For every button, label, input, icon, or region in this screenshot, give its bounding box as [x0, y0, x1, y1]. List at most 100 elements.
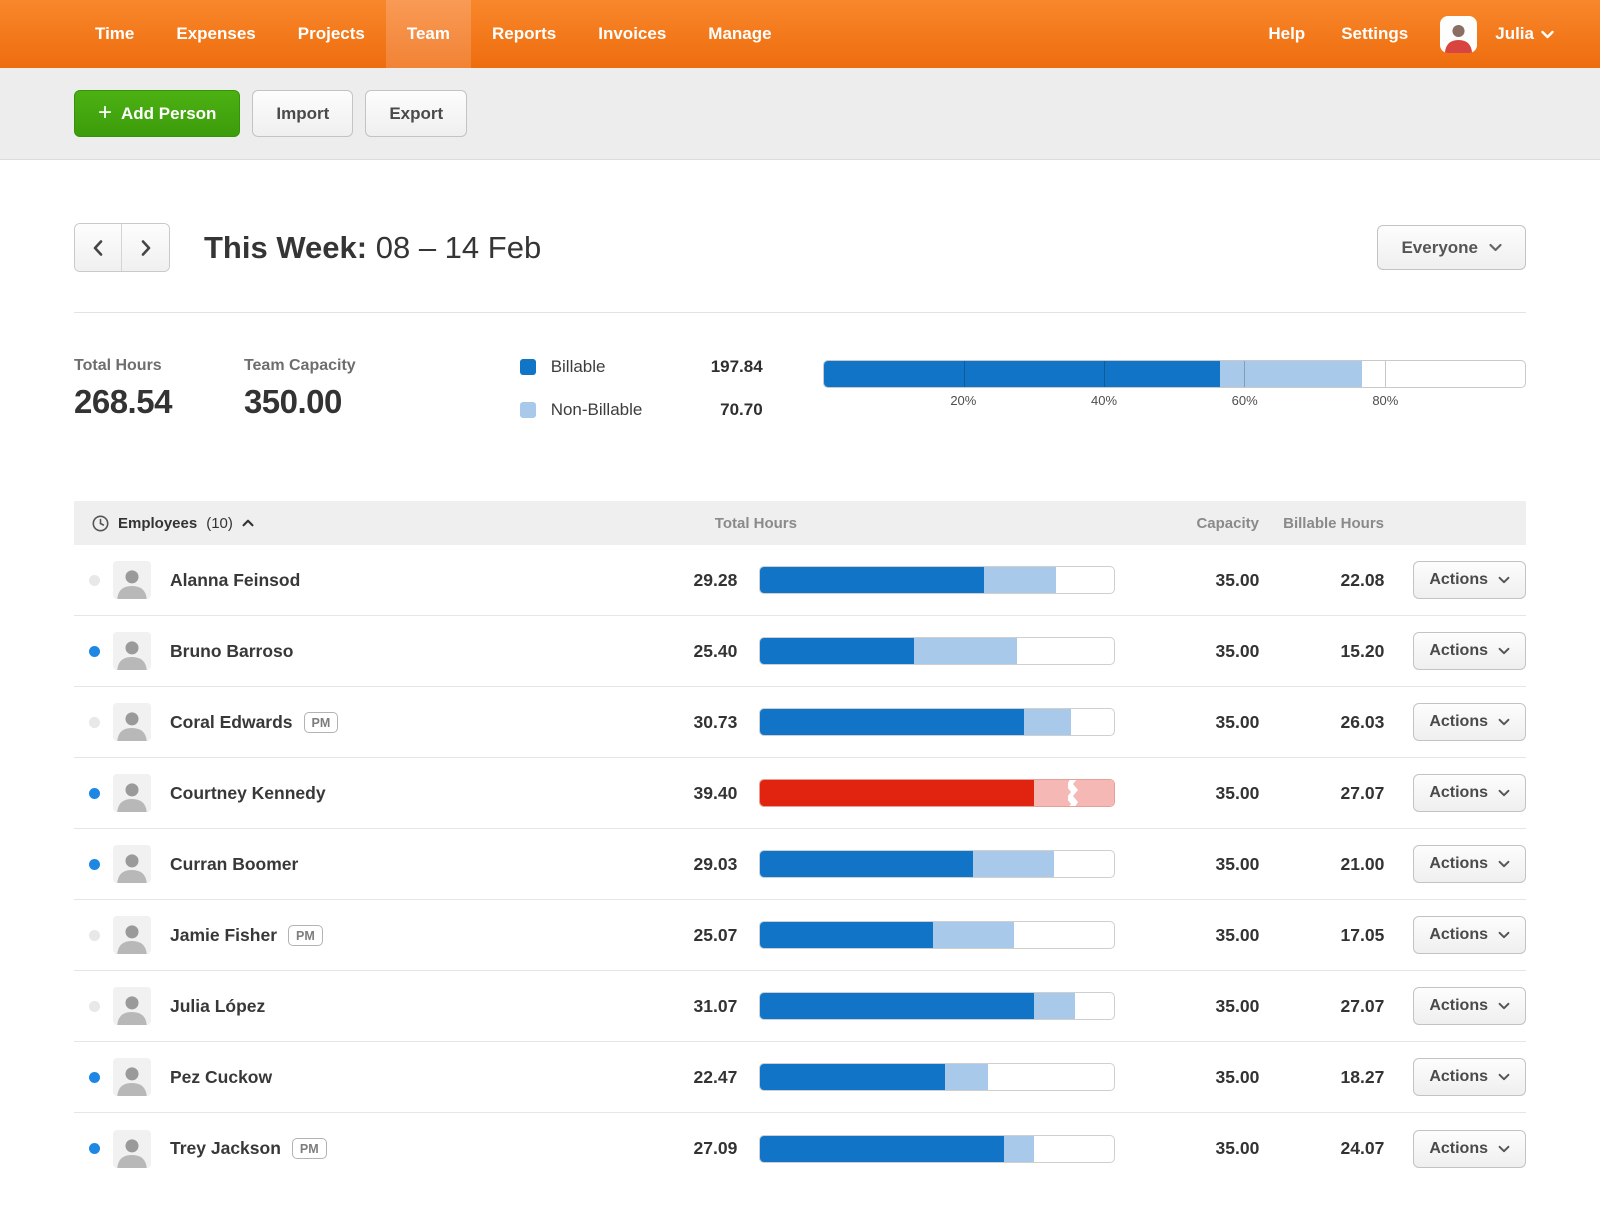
- chevron-down-icon: [1498, 931, 1510, 939]
- avatar: [113, 1129, 151, 1168]
- user-menu[interactable]: Julia: [1485, 24, 1560, 44]
- actions-dropdown[interactable]: Actions: [1413, 987, 1526, 1025]
- axis-tick: [1104, 361, 1106, 387]
- actions-dropdown[interactable]: Actions: [1413, 774, 1526, 812]
- chevron-down-icon: [1498, 1002, 1510, 1010]
- clock-icon: [92, 515, 109, 531]
- status-dot: [89, 858, 100, 870]
- axis-tick-label: 60%: [1231, 393, 1258, 408]
- actions-dropdown[interactable]: Actions: [1413, 845, 1526, 883]
- total-hours-cell: 22.47: [693, 1066, 738, 1087]
- total-hours-value: 268.54: [74, 383, 172, 420]
- team-utilization-bar: 20% 40% 60% 80%: [822, 357, 1526, 408]
- status-dot: [89, 1143, 100, 1154]
- legend-value: 197.84: [710, 357, 763, 376]
- legend-swatch: [519, 402, 536, 418]
- chevron-right-icon: [141, 239, 150, 256]
- status-dot: [89, 787, 100, 799]
- axis-tick-label: 80%: [1372, 393, 1399, 408]
- employee-name[interactable]: Alanna Feinsod: [170, 569, 301, 590]
- team-capacity-label: Team Capacity: [243, 357, 356, 374]
- actions-label: Actions: [1429, 1068, 1488, 1085]
- capacity-cell: 35.00: [1215, 1138, 1260, 1158]
- nav-tab-manage[interactable]: Manage: [708, 24, 772, 43]
- employee-name[interactable]: Bruno Barroso: [170, 640, 294, 661]
- billable-segment: [760, 780, 1035, 806]
- billable-hours-cell: 27.07: [1340, 782, 1385, 803]
- summary-nonbillable-segment: [1219, 361, 1362, 387]
- top-navigation: Time Expenses Projects Team Reports Invoices M…: [0, 0, 1600, 68]
- import-button[interactable]: Import: [252, 90, 354, 137]
- billable-legend: Billable 197.84 Non-Billable 70.70: [519, 357, 763, 443]
- nonbillable-segment: [1003, 1135, 1035, 1162]
- pm-badge: PM: [291, 1138, 327, 1159]
- column-header-capacity: Capacity: [1196, 514, 1259, 532]
- table-header: Employees (10) Total Hours Capacity Bill…: [74, 501, 1526, 545]
- team-capacity-stat: Team Capacity 350.00: [244, 357, 356, 421]
- status-dot: [89, 716, 100, 728]
- legend-swatch: [519, 359, 536, 375]
- total-hours-cell: 39.40: [693, 782, 738, 803]
- total-hours-cell: 29.03: [693, 853, 738, 874]
- status-dot: [89, 1000, 100, 1012]
- nav-tab-invoices[interactable]: Invoices: [598, 24, 667, 43]
- legend-label: Non-Billable: [550, 400, 643, 419]
- nav-tab-team[interactable]: Team: [385, 0, 472, 68]
- next-week-button[interactable]: [122, 224, 169, 271]
- nonbillable-segment: [945, 1064, 988, 1090]
- group-count: (10): [206, 514, 233, 532]
- chevron-down-icon: [1498, 647, 1510, 655]
- previous-week-button[interactable]: [75, 224, 122, 271]
- billable-hours-cell: 18.27: [1340, 1066, 1385, 1087]
- actions-dropdown[interactable]: Actions: [1413, 561, 1526, 599]
- avatar-person-icon: [117, 1067, 147, 1096]
- hours-bar: [759, 992, 1116, 1020]
- axis-tick-label: 40%: [1090, 393, 1118, 408]
- employee-name[interactable]: Pez Cuckow: [170, 1066, 273, 1087]
- avatar: [113, 703, 151, 741]
- employee-name[interactable]: Coral Edwards: [170, 711, 293, 732]
- chevron-down-icon: [1489, 243, 1502, 252]
- actions-dropdown[interactable]: Actions: [1413, 1129, 1526, 1168]
- summary-billable-segment: [823, 361, 1220, 387]
- employee-row: Jamie Fisher PM 25.07 35.00 17.05 Actions: [74, 900, 1526, 971]
- billable-hours-cell: 15.20: [1340, 640, 1385, 661]
- add-person-button[interactable]: + Add Person: [74, 90, 241, 137]
- employee-name[interactable]: Courtney Kennedy: [170, 782, 326, 803]
- employee-row: Bruno Barroso 25.40 35.00 15.20 Actions: [74, 616, 1526, 687]
- export-button[interactable]: Export: [365, 90, 468, 137]
- total-hours-label: Total Hours: [74, 357, 162, 374]
- actions-toolbar: + Add Person Import Export: [0, 68, 1600, 160]
- actions-dropdown[interactable]: Actions: [1413, 632, 1526, 670]
- actions-label: Actions: [1429, 571, 1488, 588]
- actions-dropdown[interactable]: Actions: [1413, 703, 1526, 741]
- avatar-person-icon: [117, 712, 147, 741]
- team-capacity-value: 350.00: [243, 383, 342, 420]
- people-filter-dropdown[interactable]: Everyone: [1377, 225, 1526, 270]
- nonbillable-segment: [972, 851, 1054, 877]
- nav-tab-projects[interactable]: Projects: [297, 24, 365, 43]
- employee-name[interactable]: Trey Jackson: [170, 1138, 281, 1158]
- nav-settings[interactable]: Settings: [1341, 24, 1409, 43]
- chevron-up-icon: [242, 519, 254, 527]
- employee-name[interactable]: Curran Boomer: [170, 853, 299, 874]
- billable-segment: [760, 922, 933, 948]
- employee-name[interactable]: Julia López: [170, 995, 266, 1016]
- actions-label: Actions: [1429, 926, 1488, 943]
- nav-tab-time[interactable]: Time: [95, 24, 135, 43]
- nav-tab-expenses[interactable]: Expenses: [176, 24, 256, 43]
- summary-section: Total Hours 268.54 Team Capacity 350.00 …: [74, 357, 1526, 443]
- chevron-down-icon: [1498, 860, 1510, 868]
- actions-dropdown[interactable]: Actions: [1413, 1058, 1526, 1096]
- actions-dropdown[interactable]: Actions: [1413, 916, 1526, 954]
- capacity-cell: 35.00: [1215, 995, 1260, 1016]
- nav-tab-reports[interactable]: Reports: [492, 24, 557, 43]
- nav-help[interactable]: Help: [1268, 24, 1306, 43]
- filter-value: Everyone: [1401, 237, 1478, 257]
- employee-name[interactable]: Jamie Fisher: [170, 924, 277, 945]
- user-avatar[interactable]: [1440, 15, 1478, 53]
- chevron-down-icon: [1498, 789, 1510, 797]
- employees-group-toggle[interactable]: Employees (10): [92, 515, 254, 532]
- avatar: [113, 1058, 151, 1096]
- chevron-down-icon: [1498, 1145, 1510, 1152]
